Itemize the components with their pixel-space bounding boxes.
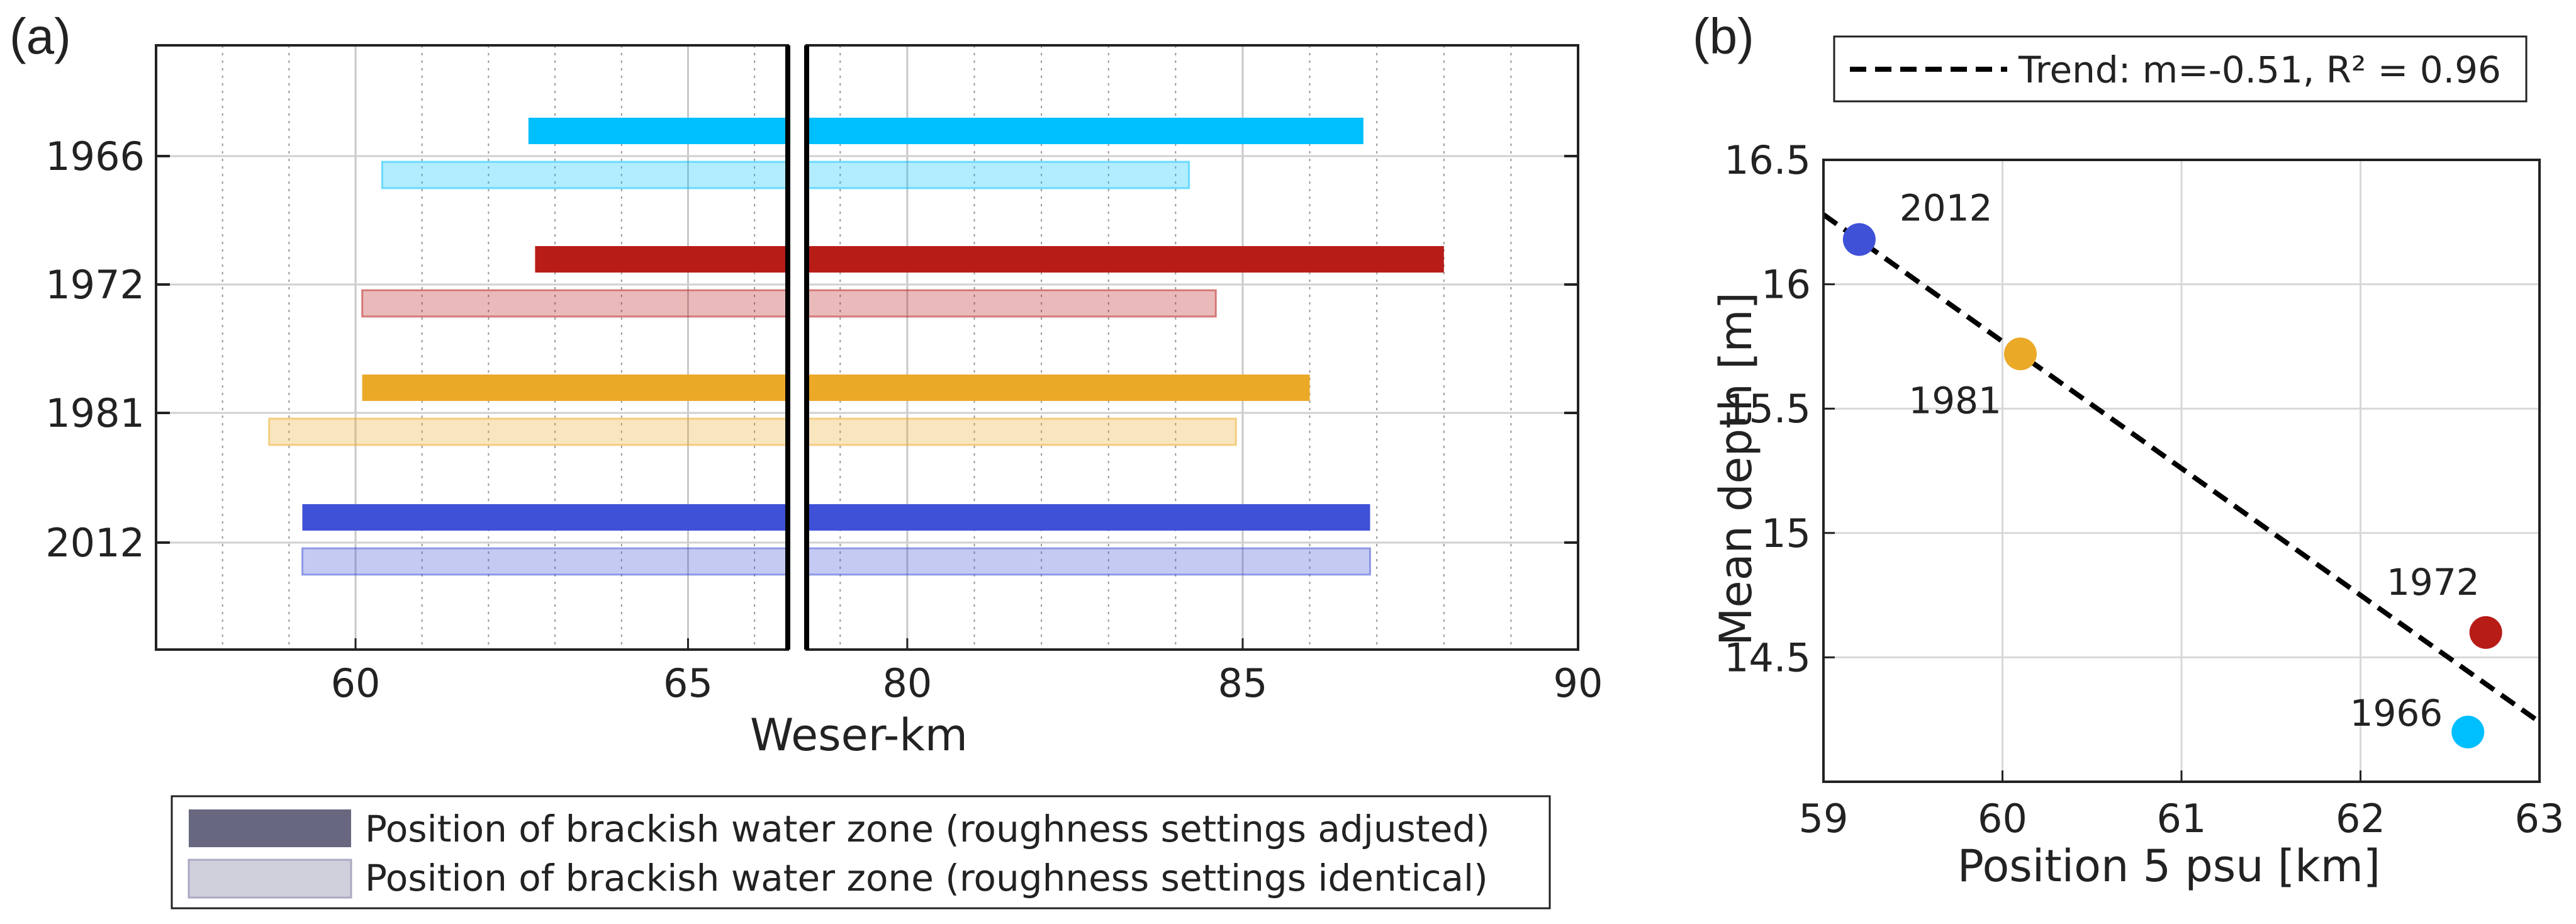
bar-identical-1972-left (361, 289, 789, 318)
bar-adjusted-1972-right (807, 246, 1444, 273)
y-tick-label: 1966 (45, 133, 145, 179)
bar-identical-1981-right (805, 417, 1237, 446)
bar-adjusted-1972-left (535, 246, 788, 273)
panel-a-ticks: 1966 1972 1981 2012 60 65 80 85 90 (45, 133, 1603, 706)
x-tick-label: 80 (882, 660, 932, 706)
y-tick-label: 15.5 (1724, 386, 1811, 432)
bar-adjusted-1981-right (807, 375, 1310, 401)
x-tick-label: 59 (1799, 796, 1849, 842)
data-point-1981 (2003, 337, 2037, 371)
data-point-1966 (2451, 715, 2485, 748)
bar-identical-1981-left (268, 417, 789, 446)
panel-b-trend (1822, 212, 2541, 724)
bar-identical-2012-left (301, 547, 789, 576)
x-tick-label: 65 (663, 660, 713, 706)
y-tick-label: 14.5 (1724, 634, 1811, 680)
x-tick-label: 63 (2515, 796, 2565, 842)
point-label-2012: 2012 (1900, 186, 1993, 229)
x-tick-label: 60 (1978, 796, 2027, 842)
x-tick-label: 90 (1554, 660, 1603, 706)
panel-a-frame (155, 44, 1579, 651)
trend-line (1822, 212, 2541, 724)
bar-adjusted-1966-right (807, 118, 1364, 144)
bar-adjusted-1981-left (362, 375, 788, 401)
y-tick-label: 1972 (45, 262, 145, 308)
y-tick-label: 16 (1761, 262, 1811, 308)
y-tick-label: 16.5 (1724, 137, 1811, 183)
data-point-2012 (1842, 223, 1876, 256)
bar-identical-2012-right (805, 547, 1372, 576)
panel-b-ticks: 59 60 61 62 63 14.5 15 15.5 16 16.5 (1724, 137, 2565, 842)
x-tick-label: 62 (2336, 796, 2385, 842)
legend-label-identical: Position of brackish water zone (roughne… (365, 857, 1488, 899)
panel-b-scatter-chart: 2012 1981 1972 1966 59 60 61 62 63 14.5 15 15.5 16 1… (1710, 35, 2565, 892)
data-point-1972 (2469, 616, 2502, 649)
legend-swatch-adjusted (189, 809, 351, 847)
x-tick-label: 60 (331, 660, 381, 706)
x-tick-label: 61 (2157, 796, 2207, 842)
panel-b-legend: Trend: m=-0.51, R² = 0.96 (1833, 35, 2528, 103)
point-label-1972: 1972 (2387, 561, 2480, 604)
legend-swatch-identical (188, 859, 352, 899)
trend-legend-label: Trend: m=-0.51, R² = 0.96 (2018, 48, 2501, 91)
y-tick-label: 1981 (45, 390, 145, 436)
panel-label-b: (b) (1693, 8, 1754, 64)
panel-a-bars (268, 118, 1444, 576)
bar-identical-1966-right (805, 161, 1190, 189)
trend-legend-frame (1833, 35, 2528, 103)
panel-label-a: (a) (9, 8, 71, 64)
point-label-1966: 1966 (2350, 692, 2443, 735)
panel-b-points: 2012 1981 1972 1966 (1842, 186, 2502, 748)
bar-adjusted-1966-left (528, 118, 788, 144)
panel-a-legend: Position of brackish water zone (roughne… (171, 795, 1551, 910)
legend-frame (171, 795, 1551, 910)
panel-b-x-axis-title: Position 5 psu [km] (1957, 840, 2380, 892)
bar-identical-1966-left (381, 161, 789, 189)
panel-a-range-chart: 1966 1972 1981 2012 60 65 80 85 90 Weser-km (45, 44, 1603, 761)
bar-adjusted-2012-left (302, 504, 788, 531)
y-tick-label: 2012 (45, 520, 145, 566)
bar-adjusted-2012-right (807, 504, 1370, 531)
bar-identical-1972-right (805, 289, 1217, 318)
point-label-1981: 1981 (1908, 379, 2002, 422)
y-tick-label: 15 (1761, 510, 1811, 556)
panel-a-x-axis-title: Weser-km (750, 709, 968, 761)
x-tick-label: 85 (1218, 660, 1268, 706)
panel-b-y-axis-title: Mean depth [m] (1710, 292, 1762, 646)
legend-label-adjusted: Position of brackish water zone (roughne… (365, 808, 1490, 850)
